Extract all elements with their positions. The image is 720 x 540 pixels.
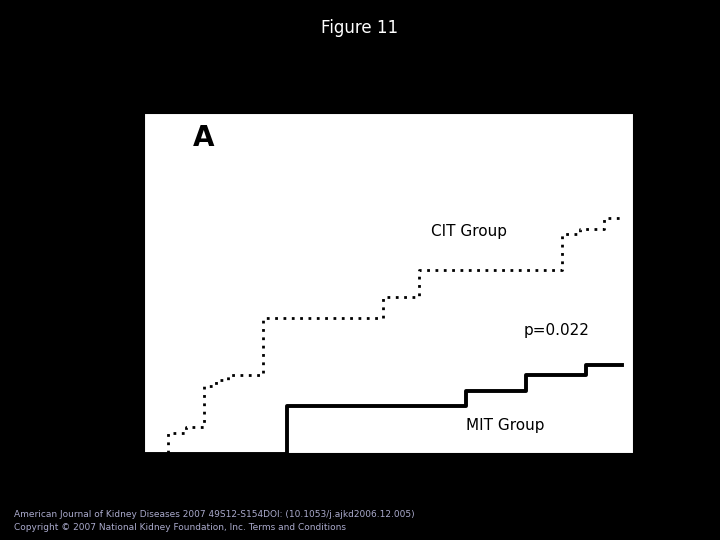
Text: MIT Group: MIT Group — [467, 417, 545, 433]
Text: CIT Group: CIT Group — [431, 224, 507, 239]
Text: (%): (%) — [102, 95, 129, 110]
X-axis label: Year of Study: Year of Study — [325, 484, 452, 503]
Text: Copyright © 2007 National Kidney Foundation, Inc. Terms and Conditions: Copyright © 2007 National Kidney Foundat… — [14, 523, 346, 532]
Text: Figure 11: Figure 11 — [321, 19, 399, 37]
Text: p=0.022: p=0.022 — [523, 323, 589, 339]
Text: A: A — [193, 124, 215, 152]
Text: American Journal of Kidney Diseases 2007 49S12-S154DOI: (10.1053/j.ajkd2006.12.0: American Journal of Kidney Diseases 2007… — [14, 510, 415, 519]
Y-axis label: Percentage of Patients: Percentage of Patients — [95, 185, 110, 382]
